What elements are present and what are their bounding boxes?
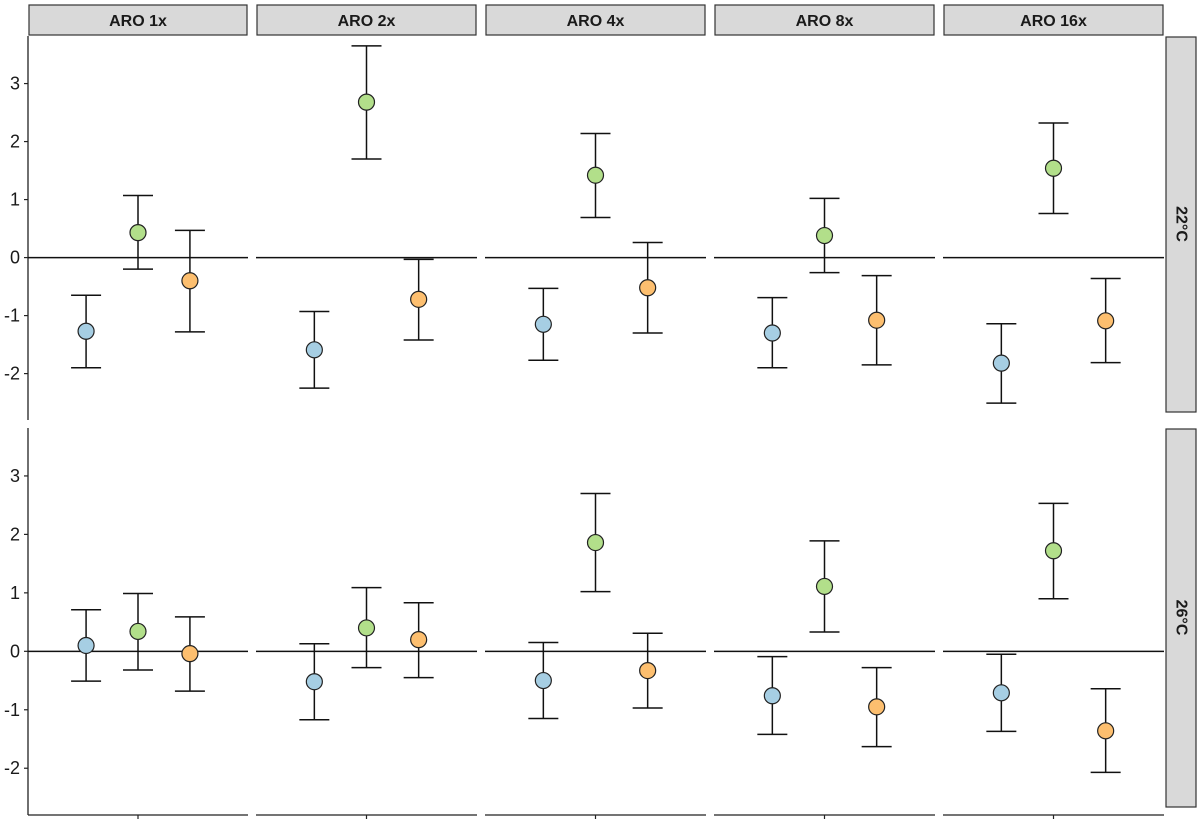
facet-panel [28, 194, 248, 369]
facet-panel [485, 132, 706, 362]
strip-background [256, 4, 477, 36]
y-tick-label: 2 [10, 524, 20, 544]
data-point [815, 577, 834, 596]
y-tick-label: 1 [10, 190, 20, 210]
data-point [868, 698, 886, 716]
facet-panel [485, 492, 706, 720]
data-point [1097, 312, 1115, 330]
data-point [586, 533, 605, 552]
y-tick-label: 2 [10, 132, 20, 152]
strip-background [1165, 428, 1197, 808]
data-point [357, 93, 376, 111]
strip-background [485, 4, 706, 36]
y-tick-label: -2 [4, 758, 20, 778]
strip-label: 22°C [1173, 206, 1190, 242]
data-point [534, 671, 552, 690]
strip-label: ARO 1x [109, 13, 167, 30]
data-point [586, 166, 605, 184]
data-point [357, 619, 376, 637]
strip-label: ARO 16x [1020, 13, 1087, 30]
facet-strip-col: ARO 8x [714, 4, 935, 36]
facet-panel [714, 540, 935, 748]
data-point [1044, 542, 1063, 560]
data-point [992, 354, 1010, 372]
strip-label: 26°C [1173, 600, 1190, 636]
facet-panel [28, 592, 248, 692]
data-point [1097, 722, 1115, 740]
strip-background [1165, 36, 1197, 413]
data-point [534, 315, 552, 333]
y-tick-label: -1 [4, 700, 20, 720]
facet-strip-row: 26°C [1165, 428, 1197, 808]
facet-panel [256, 586, 477, 721]
data-point [181, 645, 199, 663]
y-tick-label: -1 [4, 306, 20, 326]
facet-panel [943, 122, 1164, 404]
y-tick-label: 0 [10, 641, 20, 661]
facet-panel [943, 502, 1164, 774]
data-point [815, 226, 834, 245]
data-point [129, 224, 147, 242]
y-tick-label: 0 [10, 248, 20, 268]
facet-strip-col: ARO 4x [485, 4, 706, 36]
data-point [129, 622, 147, 641]
y-tick-label: -2 [4, 364, 20, 384]
strip-background [943, 4, 1164, 36]
facet-panel [714, 197, 935, 369]
y-tick-label: 3 [10, 74, 20, 94]
data-point [77, 322, 95, 340]
strip-label: ARO 2x [338, 13, 396, 30]
data-point [77, 636, 95, 655]
data-point [639, 662, 657, 680]
strip-label: ARO 4x [567, 13, 625, 30]
facet-strip-col: ARO 2x [256, 4, 477, 36]
data-point [181, 272, 199, 290]
data-point [305, 673, 323, 691]
data-point [763, 324, 781, 342]
data-point [410, 631, 428, 649]
facet-panel [256, 45, 477, 389]
data-point [639, 279, 657, 297]
data-point [992, 684, 1010, 702]
data-point [410, 290, 428, 308]
y-tick-label: 3 [10, 466, 20, 486]
strip-background [28, 4, 248, 36]
data-point [868, 311, 886, 329]
strip-label: ARO 8x [796, 13, 854, 30]
data-point [763, 687, 781, 705]
data-point [305, 341, 323, 359]
strip-background [714, 4, 935, 36]
facet-strip-col: ARO 16x [943, 4, 1164, 36]
facet-strip-col: ARO 1x [28, 4, 248, 36]
y-tick-label: 1 [10, 583, 20, 603]
facet-strip-row: 22°C [1165, 36, 1197, 413]
data-point [1044, 159, 1063, 177]
